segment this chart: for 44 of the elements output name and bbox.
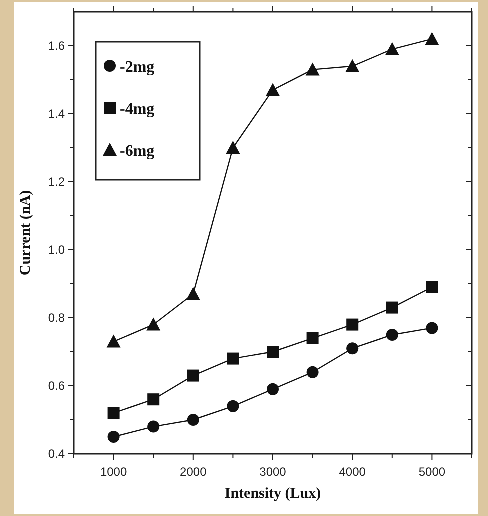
point: [306, 62, 320, 76]
point: [267, 346, 279, 358]
x-tick-label: 4000: [339, 465, 366, 479]
point: [426, 281, 438, 294]
point: [227, 400, 240, 412]
y-tick-label: 0.4: [48, 447, 66, 461]
point: [426, 322, 438, 334]
point: [306, 332, 319, 344]
point: [148, 420, 160, 433]
y-tick-label: 1.0: [48, 243, 66, 257]
point: [385, 42, 400, 56]
point: [306, 366, 319, 378]
point: [346, 59, 360, 72]
point: [266, 83, 280, 96]
point: [386, 329, 398, 341]
point: [146, 318, 161, 331]
y-tick-label: 1.6: [48, 39, 66, 53]
point: [267, 383, 279, 396]
point: [148, 394, 160, 406]
x-tick-label: 5000: [418, 465, 446, 479]
point: [187, 370, 200, 382]
point: [108, 431, 120, 443]
y-tick-label: 0.6: [48, 379, 66, 393]
legend-label: -4mg: [120, 101, 155, 118]
legend-label: -2mg: [120, 59, 155, 76]
legend-label: -6mg: [120, 143, 155, 160]
point: [386, 302, 398, 314]
y-tick-label: 1.2: [48, 175, 66, 189]
point: [187, 414, 200, 426]
y-tick-label: 1.4: [48, 107, 66, 121]
x-tick-label: 1000: [100, 465, 128, 479]
x-axis-title: Intensity (Lux): [224, 486, 322, 502]
x-tick-label: 3000: [260, 465, 287, 479]
x-tick-label: 2000: [180, 465, 208, 479]
y-axis-title: Current (nA): [18, 190, 34, 276]
point: [227, 352, 240, 365]
point: [346, 318, 359, 331]
point: [108, 407, 120, 420]
y-tick-label: 0.8: [48, 311, 66, 325]
point: [186, 287, 200, 300]
point: [425, 32, 440, 46]
point: [226, 141, 240, 154]
point: [106, 334, 121, 348]
point: [346, 342, 359, 355]
